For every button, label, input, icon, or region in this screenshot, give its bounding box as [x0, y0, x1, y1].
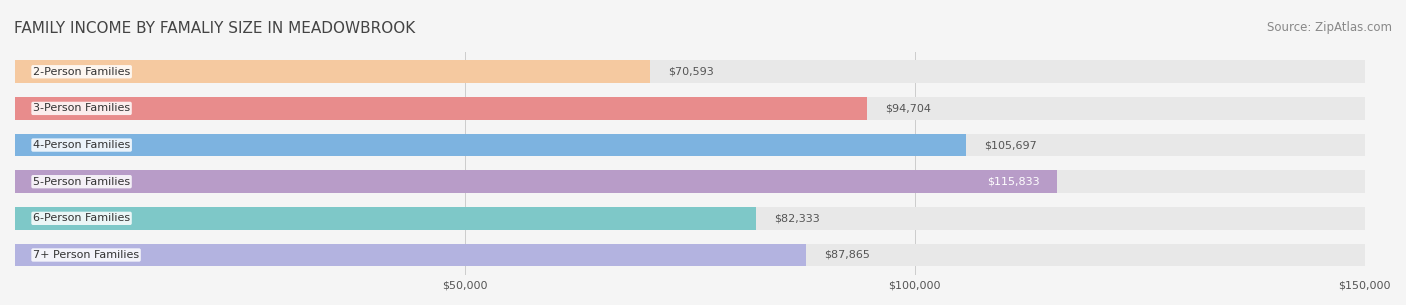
Text: $94,704: $94,704 — [886, 103, 931, 113]
Text: 3-Person Families: 3-Person Families — [32, 103, 131, 113]
Text: $115,833: $115,833 — [987, 177, 1039, 187]
Bar — [15, 60, 650, 83]
Text: FAMILY INCOME BY FAMALIY SIZE IN MEADOWBROOK: FAMILY INCOME BY FAMALIY SIZE IN MEADOWB… — [14, 21, 415, 36]
Text: 7+ Person Families: 7+ Person Families — [32, 250, 139, 260]
Bar — [15, 97, 1365, 120]
Text: $105,697: $105,697 — [984, 140, 1036, 150]
Bar — [15, 134, 1365, 156]
Bar — [15, 207, 1365, 230]
Bar — [15, 170, 1365, 193]
Text: 6-Person Families: 6-Person Families — [32, 213, 131, 223]
Bar — [15, 134, 966, 156]
Bar — [15, 170, 1057, 193]
Bar — [15, 244, 806, 266]
Text: $82,333: $82,333 — [773, 213, 820, 223]
Bar — [15, 244, 1365, 266]
Text: 4-Person Families: 4-Person Families — [32, 140, 131, 150]
Text: $70,593: $70,593 — [668, 67, 714, 77]
Bar — [15, 97, 868, 120]
Text: Source: ZipAtlas.com: Source: ZipAtlas.com — [1267, 21, 1392, 34]
Text: 2-Person Families: 2-Person Families — [32, 67, 131, 77]
Bar — [15, 207, 756, 230]
Bar — [15, 60, 1365, 83]
Text: 5-Person Families: 5-Person Families — [32, 177, 131, 187]
Text: $87,865: $87,865 — [824, 250, 869, 260]
